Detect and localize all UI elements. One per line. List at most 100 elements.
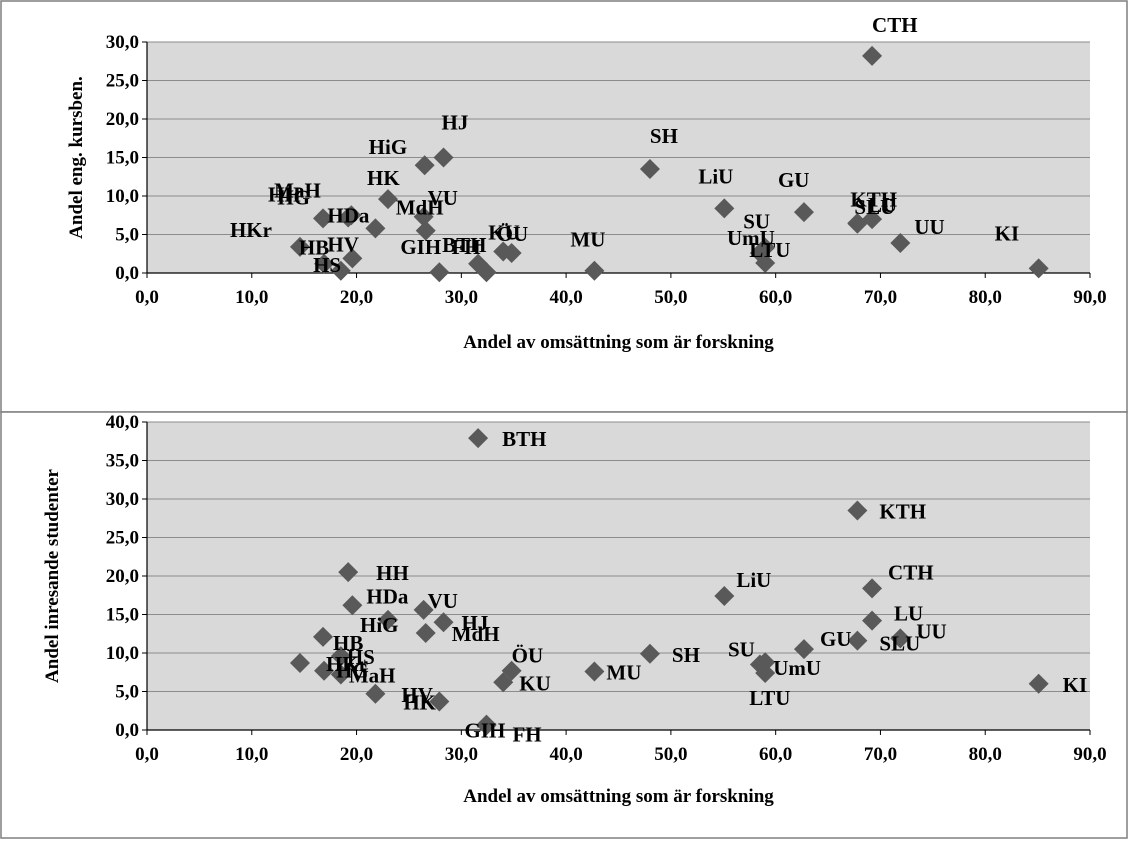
data-point-HiG — [377, 609, 398, 630]
data-point-HDa — [365, 218, 386, 239]
data-point-HS — [314, 253, 335, 274]
x-tick-label: 40,0 — [549, 744, 582, 765]
data-point-UU — [890, 232, 911, 253]
data-label-MdH: MdH — [452, 622, 500, 646]
data-point-MdH — [415, 622, 436, 643]
scatter-chart-1: 0,0 5,0 10,0 15,0 20,0 25,0 30,0 0,0 10,0 20,0 30,… — [66, 13, 1107, 353]
data-point-GU — [793, 202, 814, 223]
data-label-UmU: UmU — [773, 656, 821, 680]
data-label-GIH: GIH — [400, 235, 441, 259]
x-tick-label: 30,0 — [445, 744, 478, 765]
y-tick-label: 20,0 — [106, 566, 139, 587]
data-label-HG: HG — [336, 659, 369, 683]
y-tick-label: 15,0 — [106, 605, 139, 626]
data-label-SU: SU — [743, 210, 770, 234]
data-label-LTU: LTU — [749, 238, 790, 262]
data-label-SLU: SLU — [879, 632, 920, 656]
data-point-HDa — [342, 595, 363, 616]
data-point-HV — [365, 683, 386, 704]
data-label-KU: KU — [488, 220, 520, 244]
data-label-CTH: CTH — [872, 13, 918, 37]
data-point-HKr — [289, 236, 310, 257]
data-point-LU — [862, 209, 883, 230]
data-point-CTH — [862, 45, 883, 66]
data-point-FH — [476, 262, 497, 283]
data-point-GIH — [429, 262, 450, 283]
x-tick-label: 0,0 — [135, 744, 159, 765]
x-tick-label: 70,0 — [864, 744, 897, 765]
x-tick-label: 40,0 — [549, 287, 582, 308]
y-tick-label: 30,0 — [106, 32, 139, 53]
data-label-SH: SH — [650, 124, 678, 148]
data-point-MaH — [330, 664, 351, 685]
data-label-VU: VU — [428, 589, 458, 613]
y-tick-label: 0,0 — [115, 263, 139, 284]
x-tick-label: 20,0 — [340, 744, 373, 765]
y-tick-label: 5,0 — [115, 682, 139, 703]
x-tick-label: 50,0 — [654, 287, 687, 308]
data-label-KI: KI — [1063, 673, 1088, 697]
data-label-HB: HB — [333, 631, 363, 655]
data-label-LU: LU — [868, 193, 897, 217]
data-point-UmU — [755, 652, 776, 673]
data-point-KU — [493, 241, 514, 262]
data-point-HH — [313, 208, 334, 229]
y-tick-label: 10,0 — [106, 186, 139, 207]
x-tick-label: 30,0 — [445, 287, 478, 308]
x-tick-label: 0,0 — [135, 287, 159, 308]
data-label-HV: HV — [401, 683, 433, 707]
data-point-LU — [862, 610, 883, 631]
data-label-FH: FH — [451, 235, 480, 259]
x-tick-label: 10,0 — [235, 287, 268, 308]
data-label-HH: HH — [376, 561, 409, 585]
data-label-BTH: BTH — [442, 233, 486, 257]
x-axis-title: Andel av omsättning som är forskning — [463, 332, 774, 353]
data-label-SH: SH — [672, 643, 700, 667]
data-label-KTH: KTH — [879, 500, 926, 524]
data-point-HKr — [289, 653, 310, 674]
data-label-KU: KU — [519, 671, 551, 695]
x-tick-label: 60,0 — [759, 744, 792, 765]
data-label-UmU: UmU — [727, 226, 775, 250]
data-point-HG — [341, 205, 362, 226]
data-label-ÖU: ÖU — [497, 222, 529, 246]
data-label-HDa: HDa — [366, 584, 409, 608]
data-label-HS: HS — [313, 253, 341, 277]
data-point-HJ — [433, 147, 454, 168]
data-label-HV: HV — [327, 232, 359, 256]
data-label-HH: HH — [268, 182, 301, 206]
data-label-GIH: GIH — [464, 719, 505, 743]
data-label-HK: HK — [403, 691, 436, 715]
data-point-MU — [584, 260, 605, 281]
x-tick-label: 10,0 — [235, 744, 268, 765]
y-axis-title: Andel eng. kursben. — [66, 76, 87, 239]
data-point-SH — [639, 159, 660, 180]
y-tick-label: 20,0 — [106, 109, 139, 130]
data-label-FH: FH — [512, 722, 541, 746]
data-point-HB — [330, 260, 351, 281]
data-label-LU: LU — [894, 602, 923, 626]
data-point-SLU — [847, 212, 868, 233]
y-tick-label: 10,0 — [106, 643, 139, 664]
data-point-UU — [890, 628, 911, 649]
x-tick-label: 60,0 — [759, 287, 792, 308]
data-point-HJ — [433, 612, 454, 633]
data-point-LTU — [755, 663, 776, 684]
data-label-BTH: BTH — [502, 427, 546, 451]
y-tick-label: 15,0 — [106, 148, 139, 169]
x-axis-title: Andel av omsättning som är forskning — [463, 786, 774, 807]
data-label-LTU: LTU — [749, 686, 790, 710]
data-label-UU: UU — [914, 215, 944, 239]
x-tick-label: 90,0 — [1073, 744, 1106, 765]
data-point-CTH — [862, 578, 883, 599]
data-point-LiU — [714, 198, 735, 219]
data-point-VU — [413, 206, 434, 227]
data-label-KTH: KTH — [850, 188, 897, 212]
data-label-GU: GU — [820, 627, 852, 651]
data-label-MaH: MaH — [274, 179, 321, 203]
data-label-VU: VU — [428, 186, 458, 210]
x-tick-label: 90,0 — [1073, 287, 1106, 308]
y-tick-label: 0,0 — [115, 720, 139, 741]
data-label-HJ: HJ — [462, 611, 489, 635]
data-point-HK — [429, 691, 450, 712]
